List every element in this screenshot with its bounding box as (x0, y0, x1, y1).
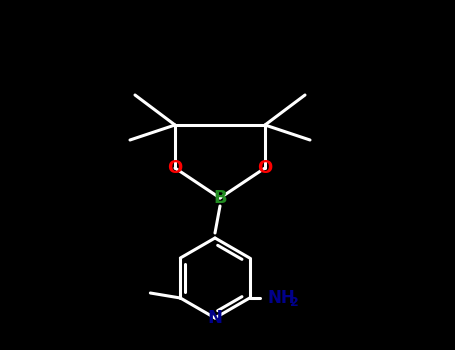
Text: NH: NH (268, 289, 295, 307)
Text: O: O (167, 159, 182, 177)
Text: 2: 2 (290, 295, 298, 308)
Text: O: O (258, 159, 273, 177)
Text: N: N (207, 309, 222, 327)
Text: B: B (213, 189, 227, 207)
